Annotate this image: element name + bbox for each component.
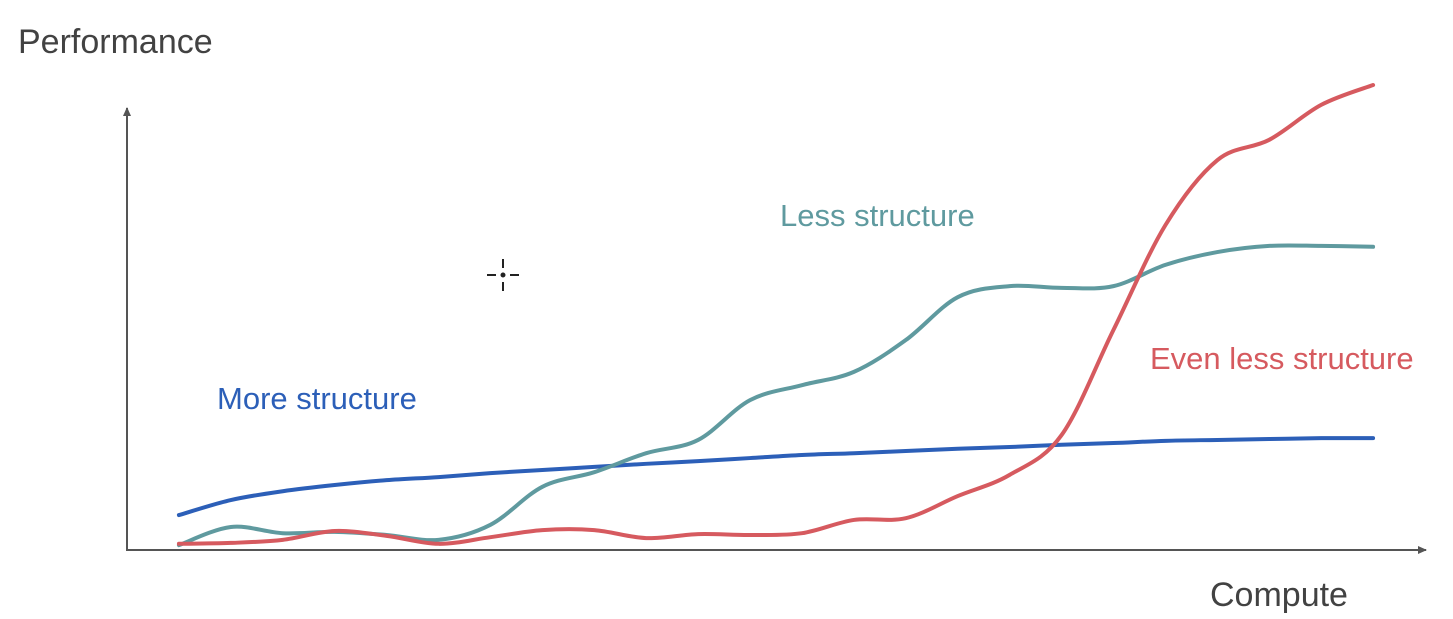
cursor (487, 259, 519, 291)
series-label: Even less structure (1150, 341, 1414, 376)
series-line (176, 83, 1376, 546)
x-axis-title: Compute (1210, 576, 1348, 614)
y-axis-title: Performance (18, 23, 213, 61)
series-label: Less structure (780, 198, 975, 233)
series-label: More structure (217, 381, 417, 416)
series-line (176, 436, 1376, 518)
